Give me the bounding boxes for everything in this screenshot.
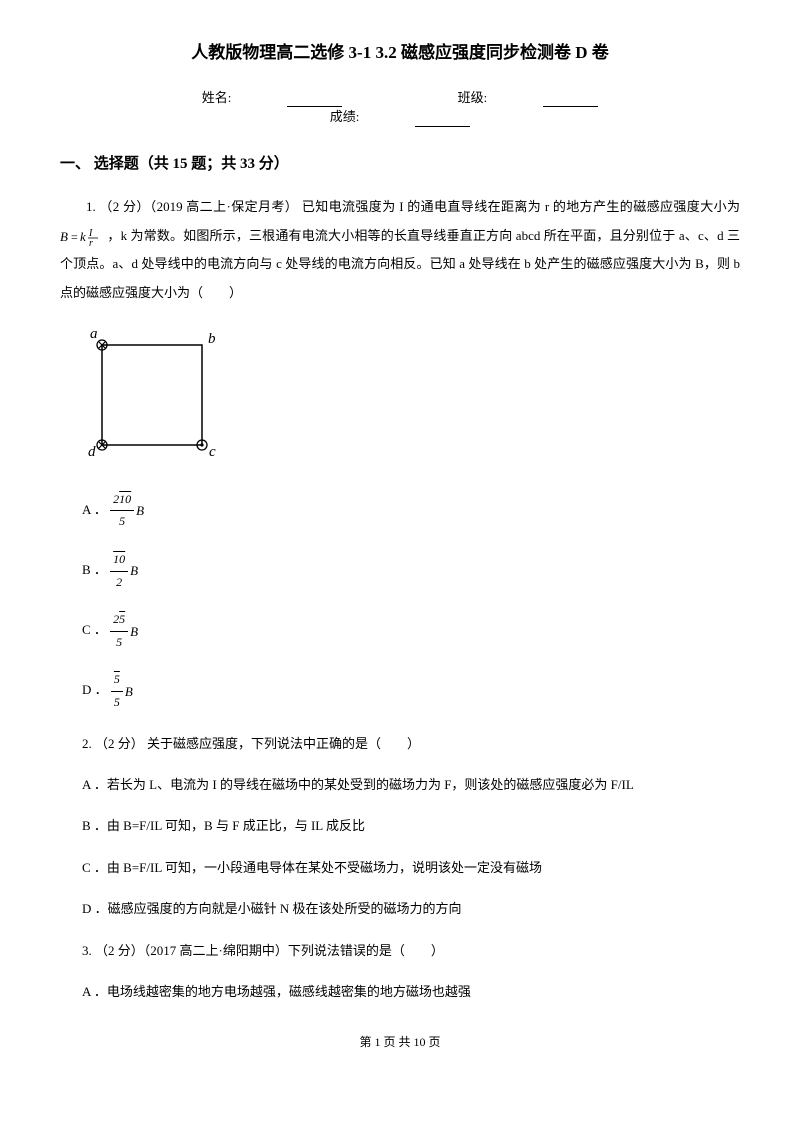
label-a: a xyxy=(90,326,98,342)
page-footer: 第 1 页 共 10 页 xyxy=(60,1033,740,1051)
q2-stem: 2. （2 分） 关于磁感应强度，下列说法中正确的是（ ） xyxy=(82,732,740,755)
q1-option-a: A ． 2105B xyxy=(82,489,740,533)
svg-text:B: B xyxy=(60,229,68,244)
section-heading: 一、 选择题（共 15 题；共 33 分） xyxy=(60,153,740,176)
name-field: 姓名: xyxy=(174,88,371,108)
score-field: 成绩: xyxy=(302,107,499,127)
svg-text:r: r xyxy=(89,238,93,246)
page-title: 人教版物理高二选修 3-1 3.2 磁感应强度同步检测卷 D 卷 xyxy=(60,40,740,66)
q2-option-d: D ．磁感应强度的方向就是小磁针 N 极在该处所受的磁场力的方向 xyxy=(82,897,740,920)
q1-option-d: D ． 55B xyxy=(82,669,740,713)
q1-diagram: a b c d xyxy=(82,325,740,471)
q2-option-c: C ．由 B=F/IL 可知，一小段通电导体在某处不受磁场力，说明该处一定没有磁… xyxy=(82,856,740,879)
q2-option-a: A ．若长为 L、电流为 I 的导线在磁场中的某处受到的磁场力为 F，则该处的磁… xyxy=(82,773,740,796)
svg-text:=: = xyxy=(71,230,78,244)
q3-option-a: A ．电场线越密集的地方电场越强，磁感线越密集的地方磁场也越强 xyxy=(82,980,740,1003)
label-c: c xyxy=(209,444,216,460)
label-b: b xyxy=(208,331,216,347)
student-info-row: 姓名: 班级: 成绩: xyxy=(60,88,740,127)
q2-option-b: B ．由 B=F/IL 可知，B 与 F 成正比，与 IL 成反比 xyxy=(82,814,740,837)
label-d: d xyxy=(88,444,96,460)
q1-option-c: C ． 255B xyxy=(82,609,740,653)
q1-stem: 1. （2 分）（2019 高二上·保定月考） 已知电流强度为 I 的通电直导线… xyxy=(60,193,740,307)
q3-stem: 3. （2 分）（2017 高二上·绵阳期中）下列说法错误的是（ ） xyxy=(82,939,740,962)
svg-text:k: k xyxy=(80,229,86,244)
q1-option-b: B ． 102B xyxy=(82,549,740,593)
class-field: 班级: xyxy=(430,88,627,108)
